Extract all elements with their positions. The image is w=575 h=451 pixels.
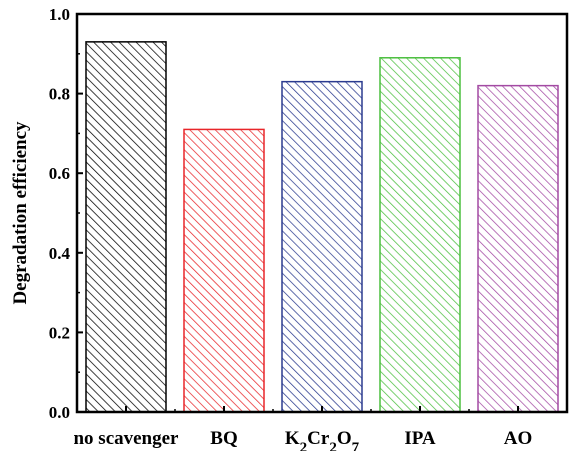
y-tick-label: 0.6 (49, 164, 70, 183)
x-label-ao: AO (504, 428, 533, 449)
y-axis-title: Degradation efficiency (10, 121, 31, 305)
y-tick-label: 0.2 (49, 323, 70, 342)
bar-ipa (379, 57, 461, 413)
y-tick-label: 0.4 (49, 244, 71, 263)
x-label-k2cr2o7: K2Cr2O7 (285, 428, 360, 451)
bar-k2cr2o7 (281, 80, 363, 413)
bar-no-scavenger (85, 41, 167, 413)
x-label-no-scavenger: no scavenger (73, 428, 179, 449)
plot-frame (75, 12, 569, 414)
x-label-ipa: IPA (404, 428, 436, 449)
bar-bq (183, 128, 265, 413)
y-tick-label: 0.0 (49, 403, 70, 422)
y-tick-label: 0.8 (49, 85, 70, 104)
bars-group (85, 41, 559, 413)
x-axis-labels: no scavenger BQ K2Cr2O7 IPA AO (73, 428, 532, 451)
y-tick-label: 1.0 (49, 5, 70, 24)
x-label-bq: BQ (210, 428, 237, 449)
bar-ao (477, 84, 559, 413)
